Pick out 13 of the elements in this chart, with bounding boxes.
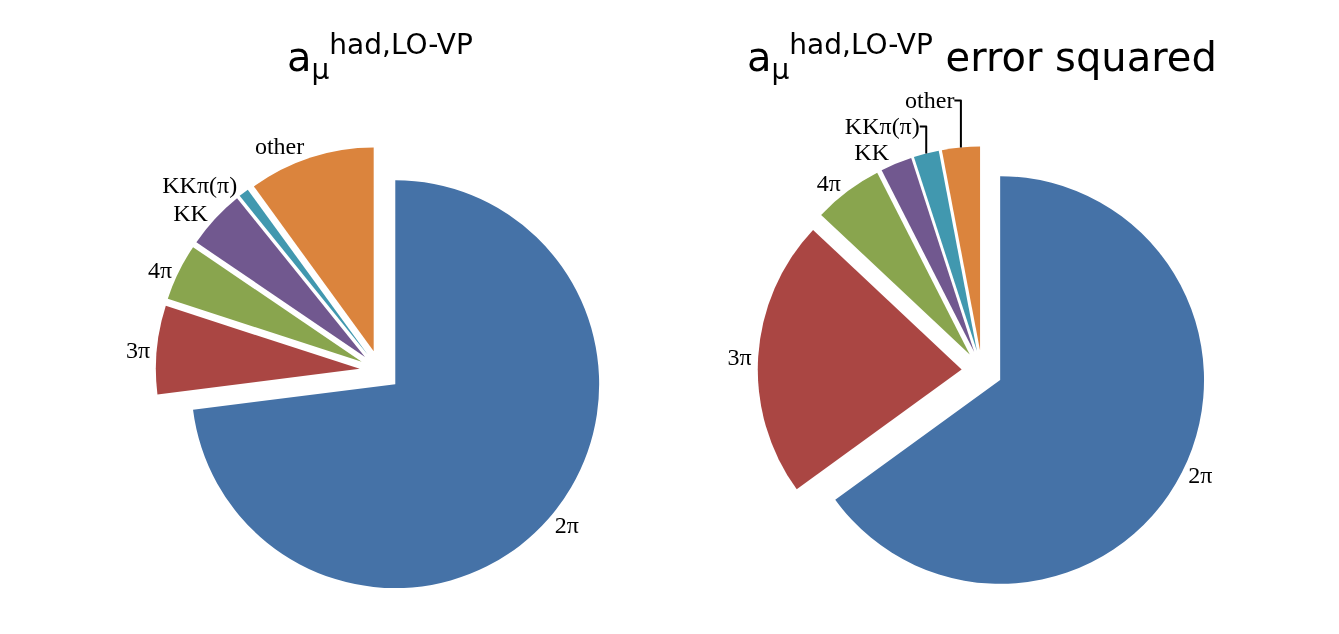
slice-label: 4π	[816, 170, 841, 197]
slice-label: 4π	[147, 256, 173, 283]
slice-label: other	[254, 132, 305, 159]
slice-label: KKπ(π)	[162, 171, 238, 198]
slice-label: other	[905, 87, 955, 114]
slice-label: KK	[173, 199, 209, 226]
slice-label: 2π	[554, 511, 579, 538]
slice-label: 3π	[126, 336, 151, 363]
slice-label: KKπ(π)	[844, 113, 920, 140]
chart-title: a$_{μ}$$^{had,LO-VP}$ error squared	[747, 28, 1217, 87]
slice-label: KK	[854, 139, 890, 166]
slice-label: 2π	[1188, 462, 1213, 489]
slice-label: 3π	[727, 343, 752, 370]
